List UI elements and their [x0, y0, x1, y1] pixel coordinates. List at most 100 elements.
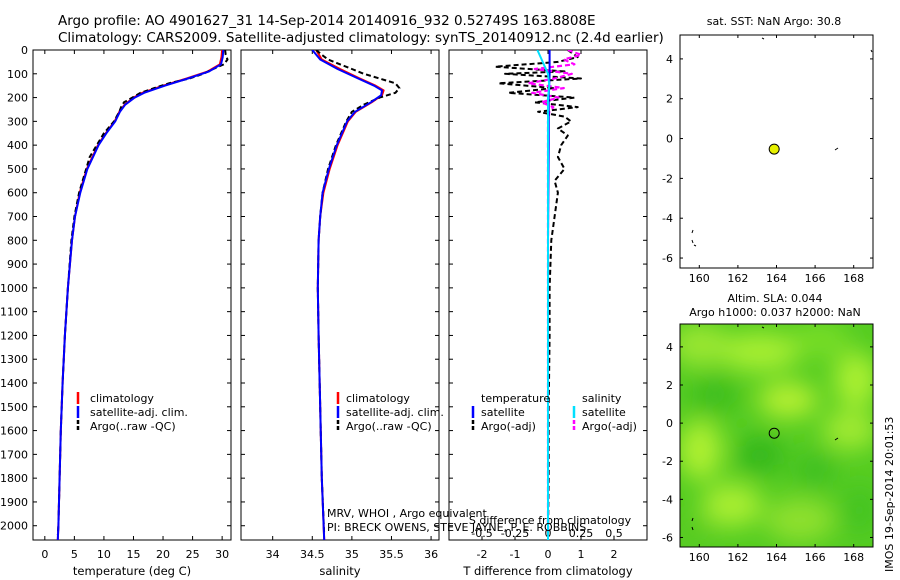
difference-profiles — [494, 50, 583, 540]
x-tick-label: 10 — [97, 548, 111, 561]
map-y-tick-label: 0 — [666, 133, 673, 146]
argo-float-marker — [768, 143, 780, 155]
credit-line-1: MRV, WHOI , Argo equivalent — [327, 507, 487, 520]
depth-tick-label: 300 — [7, 115, 28, 128]
temperature-panel-frame — [32, 49, 232, 541]
temperature-x-axis: 0 5 10 15 20 25 30 — [41, 50, 229, 561]
figure-subtitle: Climatology: CARS2009. Satellite-adjuste… — [58, 30, 664, 46]
map-x-tick-label: 166 — [805, 551, 826, 564]
map-y-tick-label: -6 — [662, 252, 673, 265]
depth-tick-label: 1100 — [0, 306, 28, 319]
series-line-t-argo-adj- — [494, 50, 582, 536]
map-y-tick-label: 2 — [666, 379, 673, 392]
x-tick-label: 36 — [424, 548, 438, 561]
s-tick-label: 0.25 — [569, 527, 594, 540]
legend-label-satellite: satellite-adj. clim. — [346, 406, 444, 419]
x-tick-label: 34 — [266, 548, 280, 561]
x-tick-label: -2 — [477, 548, 488, 561]
depth-tick-label: 700 — [7, 211, 28, 224]
salinity-axis-label: salinity — [319, 564, 360, 578]
s-tick-label: -0.25 — [501, 527, 529, 540]
map-y-tick-label: 2 — [666, 93, 673, 106]
map-y-tick-label: -6 — [662, 531, 673, 544]
sst-coastline-fragments — [691, 37, 873, 247]
depth-axis: 0 100 200 300 400 500 600 700 800 900 1000 1100 1200… — [0, 44, 647, 533]
depth-tick-label: 2000 — [0, 520, 28, 533]
legend-label-climatology: climatology — [346, 392, 410, 405]
sst-map-axes: 160 162 164 166 168 4 2 0 -2 -4 -6 — [662, 35, 873, 285]
x-tick-label: 15 — [126, 548, 140, 561]
depth-tick-label: 1300 — [0, 353, 28, 366]
s-difference-axis-label: S difference from climatology — [469, 514, 632, 527]
salinity-x-axis: 34 34.5 35 35.5 36 — [266, 50, 438, 561]
legend-title-salinity: salinity — [582, 392, 622, 405]
depth-tick-label: 0 — [21, 44, 28, 57]
map-y-tick-label: 4 — [666, 341, 673, 354]
s-tick-label: -0.5 — [471, 527, 492, 540]
depth-tick-label: 600 — [7, 187, 28, 200]
legend-label-s-satellite: satellite — [582, 406, 626, 419]
imos-timestamp: IMOS 19-Sep-2014 20:01:53 — [883, 417, 896, 572]
depth-tick-label: 1700 — [0, 448, 28, 461]
sla-map-axes: 160 162 164 166 168 4 2 0 -2 -4 -6 — [662, 324, 873, 564]
map-x-tick-label: 162 — [727, 551, 748, 564]
x-tick-label: 2 — [611, 548, 618, 561]
legend-title-temperature: temperature — [481, 392, 550, 405]
legend-label-t-satellite: satellite — [481, 406, 525, 419]
series-line-satellite-adj-clim- — [311, 50, 383, 540]
figure-title: Argo profile: AO 4901627_31 14-Sep-2014 … — [58, 13, 596, 29]
series-line-satellite-adj-clim- — [56, 50, 225, 540]
map-y-tick-label: 4 — [666, 53, 673, 66]
depth-tick-label: 1600 — [0, 425, 28, 438]
x-tick-label: 20 — [156, 548, 170, 561]
x-tick-label: 5 — [71, 548, 78, 561]
series-line-s-satellite — [536, 50, 551, 540]
map-x-tick-label: 168 — [843, 272, 864, 285]
temperature-profiles — [56, 50, 229, 540]
legend-label-t-argo: Argo(-adj) — [481, 420, 536, 433]
temperature-legend: climatology satellite-adj. clim. Argo(..… — [76, 392, 188, 433]
depth-tick-label: 400 — [7, 139, 28, 152]
x-tick-label: 0 — [545, 548, 552, 561]
series-line-argo-raw-qc- — [56, 50, 229, 536]
salinity-panel-frame — [240, 49, 440, 541]
depth-tick-label: 1500 — [0, 401, 28, 414]
sla-heatmap — [680, 324, 873, 547]
legend-label-climatology: climatology — [90, 392, 154, 405]
series-line-s-argo-adj- — [527, 50, 583, 536]
legend-label-s-argo: Argo(-adj) — [582, 420, 637, 433]
x-tick-label: 1 — [578, 548, 585, 561]
sla-map-subtitle: Argo h1000: 0.037 h2000: NaN — [689, 306, 861, 319]
argo-float-marker-outline — [768, 427, 780, 439]
legend-label-argo: Argo(..raw -QC) — [346, 420, 432, 433]
map-x-tick-label: 160 — [689, 551, 710, 564]
legend-label-satellite: satellite-adj. clim. — [90, 406, 188, 419]
map-x-tick-label: 162 — [727, 272, 748, 285]
series-line-climatology — [56, 50, 224, 540]
x-tick-label: 25 — [186, 548, 200, 561]
sla-coastline-fragments — [691, 326, 839, 531]
depth-tick-label: 200 — [7, 92, 28, 105]
depth-tick-label: 800 — [7, 234, 28, 247]
t-difference-axis-label: T difference from climatology — [462, 564, 633, 578]
salinity-legend: climatology satellite-adj. clim. Argo(..… — [336, 392, 444, 433]
map-x-tick-label: 168 — [843, 551, 864, 564]
depth-tick-label: 1200 — [0, 329, 28, 342]
x-tick-label: 30 — [215, 548, 229, 561]
depth-tick-label: 1400 — [0, 377, 28, 390]
map-y-tick-label: -4 — [662, 212, 673, 225]
difference-legend: temperature salinity satellite Argo(-adj… — [471, 392, 637, 433]
depth-tick-label: 900 — [7, 258, 28, 271]
s-tick-label: 0.5 — [605, 527, 623, 540]
depth-tick-label: 1900 — [0, 496, 28, 509]
map-x-tick-label: 164 — [766, 272, 787, 285]
map-x-tick-label: 164 — [766, 551, 787, 564]
x-tick-label: 35.5 — [379, 548, 404, 561]
x-tick-label: 0 — [41, 548, 48, 561]
series-line-argo-raw-qc- — [315, 50, 401, 536]
depth-tick-label: 1000 — [0, 282, 28, 295]
salinity-profiles — [311, 50, 401, 540]
x-tick-label: -1 — [510, 548, 521, 561]
map-y-tick-label: -2 — [662, 455, 673, 468]
